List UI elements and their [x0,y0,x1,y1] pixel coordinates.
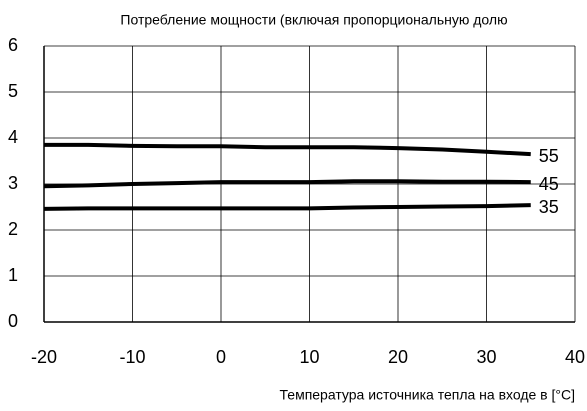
y-tick-label: 0 [8,311,18,331]
data-line [43,203,531,211]
data-line [43,179,531,189]
y-tick-label: 3 [8,173,18,193]
y-tick-label: 4 [8,127,18,147]
series-label: 45 [539,174,559,194]
series-label: 35 [539,197,559,217]
x-axis-label: Температура источника тепла на входе в [… [280,387,575,403]
x-tick-label: 40 [565,347,585,367]
chart-title: Потребление мощности (включая пропорцион… [120,12,507,28]
x-tick-label: -10 [119,347,145,367]
y-tick-label: 2 [8,219,18,239]
series-label: 55 [539,146,559,166]
x-tick-label: 20 [388,347,408,367]
y-tick-label: 5 [8,81,18,101]
data-line [44,142,531,157]
y-tick-label: 1 [8,265,18,285]
x-tick-label: 10 [299,347,319,367]
x-tick-label: -20 [31,347,57,367]
y-tick-label: 6 [8,35,18,55]
x-tick-label: 0 [216,347,226,367]
x-tick-label: 30 [476,347,496,367]
